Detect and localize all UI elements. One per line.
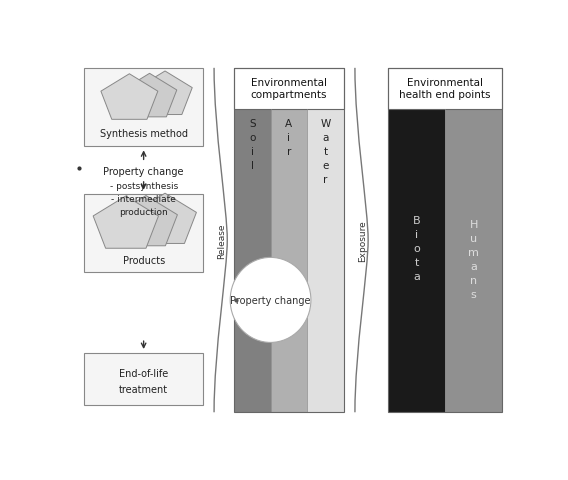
Bar bbox=[84, 69, 203, 146]
Polygon shape bbox=[101, 74, 158, 120]
Bar bbox=[388, 109, 445, 412]
Text: Property change: Property change bbox=[103, 167, 184, 177]
Text: Release: Release bbox=[218, 223, 227, 258]
Text: - intermediate: - intermediate bbox=[111, 194, 176, 204]
Bar bbox=[445, 109, 502, 412]
Polygon shape bbox=[133, 194, 197, 244]
Text: Environmental
compartments: Environmental compartments bbox=[250, 78, 327, 100]
Text: H
u
m
a
n
s: H u m a n s bbox=[469, 220, 479, 300]
Bar bbox=[234, 69, 344, 412]
Text: Property change: Property change bbox=[230, 295, 311, 305]
Text: production: production bbox=[119, 207, 168, 216]
Bar bbox=[234, 109, 270, 412]
Bar bbox=[388, 69, 502, 412]
Text: treatment: treatment bbox=[119, 384, 168, 395]
Text: A
i
r: A i r bbox=[285, 119, 293, 156]
Bar bbox=[270, 109, 307, 412]
Text: W
a
t
e
r: W a t e r bbox=[320, 119, 331, 184]
Bar bbox=[388, 69, 502, 109]
Text: - postsynthesis: - postsynthesis bbox=[110, 181, 178, 191]
Ellipse shape bbox=[230, 258, 311, 343]
Bar bbox=[84, 194, 203, 272]
Text: B
i
o
t
a: B i o t a bbox=[413, 216, 420, 281]
Bar bbox=[307, 109, 344, 412]
Polygon shape bbox=[115, 196, 177, 246]
Bar bbox=[234, 69, 344, 109]
Text: S
o
i
l: S o i l bbox=[249, 119, 256, 170]
Text: Exposure: Exposure bbox=[358, 220, 367, 262]
Text: End-of-life: End-of-life bbox=[119, 368, 168, 378]
Bar bbox=[84, 353, 203, 405]
Text: Synthesis method: Synthesis method bbox=[99, 129, 187, 139]
Polygon shape bbox=[93, 197, 158, 249]
Polygon shape bbox=[138, 72, 192, 115]
Text: Environmental
health end points: Environmental health end points bbox=[399, 78, 491, 100]
Polygon shape bbox=[122, 74, 177, 118]
Text: Products: Products bbox=[123, 255, 165, 265]
